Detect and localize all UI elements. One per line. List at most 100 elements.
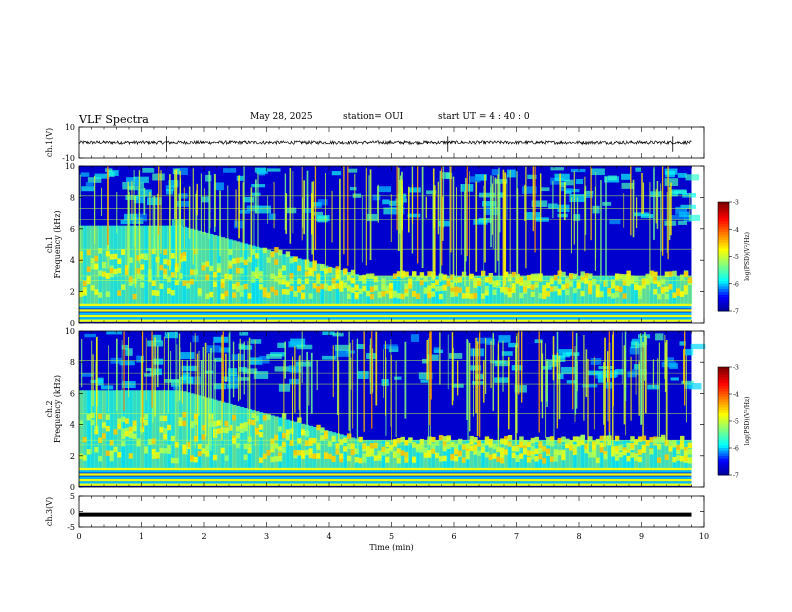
- ch2-chorus-element: [607, 439, 612, 446]
- ch1-chorus-element: [163, 249, 168, 256]
- ch2-chorus-element: [258, 424, 264, 430]
- ch2-chorus-element: [205, 446, 210, 453]
- ch2-chorus-element: [220, 427, 226, 433]
- ch2-chorus-element: [446, 443, 451, 450]
- ch2-hiss-column: [515, 440, 520, 469]
- ch2-hiss-column: [331, 432, 337, 469]
- ch2-chorus-element: [308, 437, 314, 444]
- ch1-chorus-element: [94, 289, 99, 295]
- ch2-chorus-element: [197, 443, 203, 450]
- ch1-chorus-element: [480, 270, 486, 277]
- ch2-hiss-column: [542, 440, 547, 469]
- ch2-hiss-column: [676, 440, 681, 469]
- ch1-chorus-element: [591, 279, 597, 286]
- ch2-upper-noise: [266, 353, 282, 359]
- ch2-colorbar-swatch: [718, 466, 729, 471]
- ch2-upper-noise: [81, 372, 94, 377]
- ch2-chorus-element: [270, 446, 275, 453]
- ch2-chorus-element: [220, 447, 226, 454]
- ch1-chorus-element: [224, 290, 229, 297]
- ch1-colorbar-swatch: [718, 218, 729, 222]
- ch1-chorus-element: [151, 280, 157, 287]
- ch1-upper-noise: [479, 192, 496, 198]
- ch1-hiss-column: [243, 243, 249, 305]
- ch2-chorus-element: [680, 456, 685, 462]
- ch1-chorus-element: [293, 256, 298, 262]
- ch2-chorus-element: [316, 453, 321, 459]
- ch1-hiss-column: [366, 275, 371, 305]
- ch1-upper-noise: [177, 167, 188, 175]
- ch2-chorus-element: [262, 415, 268, 421]
- ch2-hiss-column: [251, 410, 256, 469]
- ch2-chorus-element: [519, 436, 524, 442]
- ch1-hiss-column: [419, 275, 425, 305]
- ch2-hiss-column: [469, 440, 474, 469]
- ch1-chorus-element: [637, 285, 643, 292]
- ch2-chorus-element: [270, 438, 275, 445]
- ch2-chorus-element: [354, 456, 360, 463]
- ch1-chorus-element: [312, 282, 317, 289]
- ch2-chorus-element: [94, 446, 99, 453]
- ch2-chorus-element: [121, 416, 126, 422]
- ch2-chorus-element: [549, 456, 555, 462]
- ch1-chorus-element: [473, 292, 478, 299]
- ch2-chorus-element: [634, 439, 639, 445]
- ch1-chorus-element: [281, 265, 287, 271]
- ch1-chorus-element: [442, 284, 448, 291]
- ch2-chorus-element: [484, 451, 490, 458]
- ch1-hiss-column: [136, 225, 141, 305]
- ch1-chorus-element: [232, 258, 237, 264]
- ch1-upper-noise: [669, 191, 678, 197]
- ch1-chorus-element: [247, 256, 252, 263]
- ch1-ytick-label: 8: [70, 193, 75, 202]
- ch2-chorus-element: [243, 454, 249, 461]
- ch2-chorus-element: [404, 440, 409, 446]
- ch2-chorus-element: [553, 451, 559, 457]
- ch2-upper-noise: [557, 373, 564, 380]
- ch2-colorbar-tick-label: -3: [733, 365, 739, 372]
- ch2-chorus-element: [668, 440, 673, 447]
- ch1-colorbar-swatch: [718, 234, 729, 238]
- ch1-colorbar-swatch: [718, 242, 729, 247]
- ch2-chorus-element: [304, 440, 310, 447]
- ch1-chorus-element: [109, 267, 115, 274]
- ch2-colorbar-swatch: [718, 434, 729, 438]
- ch2-hiss-column: [170, 390, 176, 469]
- ch1-chorus-element: [511, 271, 517, 278]
- ch1-hiss-column: [128, 225, 134, 305]
- ch2-chorus-element: [243, 422, 249, 428]
- ch1-chorus-element: [366, 290, 371, 297]
- ch1-chorus-element: [128, 280, 134, 286]
- ch1-chorus-element: [362, 285, 367, 292]
- ch1-chorus-element: [228, 274, 233, 280]
- ch1-chorus-element: [622, 293, 628, 299]
- ch1-colorbar-swatch: [718, 281, 729, 285]
- ch2-chorus-element: [343, 446, 348, 452]
- ch1-chorus-element: [530, 291, 536, 298]
- ch2-hiss-column: [408, 440, 413, 469]
- ch2-hiss-column: [584, 440, 589, 469]
- ch2-chorus-element: [190, 422, 195, 429]
- ch2-hiss-column: [186, 392, 191, 469]
- ch1-chorus-element: [569, 281, 574, 287]
- ch1-upper-noise: [475, 174, 487, 181]
- ch2-hiss-column: [431, 440, 436, 469]
- ch1-chorus-element: [553, 274, 559, 281]
- ch1-chorus-element: [435, 285, 440, 292]
- ch1-chorus-element: [538, 292, 543, 299]
- ch2-chorus-element: [653, 438, 658, 444]
- ch1-chorus-element: [312, 260, 317, 266]
- ch1-chorus-element: [400, 293, 405, 300]
- ch2-chorus-element: [419, 443, 425, 450]
- ch2-chorus-element: [515, 446, 520, 452]
- ch1-chorus-element: [350, 269, 356, 276]
- ch1-hiss-column: [86, 225, 92, 305]
- ch1-hiss-column: [641, 275, 647, 305]
- ch1-colorbar-swatch: [718, 237, 729, 241]
- ch1-chorus-element: [201, 265, 206, 271]
- ch2-chorus-element: [561, 454, 566, 461]
- ch1-colorbar-swatch: [718, 297, 729, 301]
- ch2-chorus-element: [645, 440, 650, 447]
- ch2-chorus-element: [637, 449, 643, 455]
- ch1-upper-noise: [688, 214, 700, 221]
